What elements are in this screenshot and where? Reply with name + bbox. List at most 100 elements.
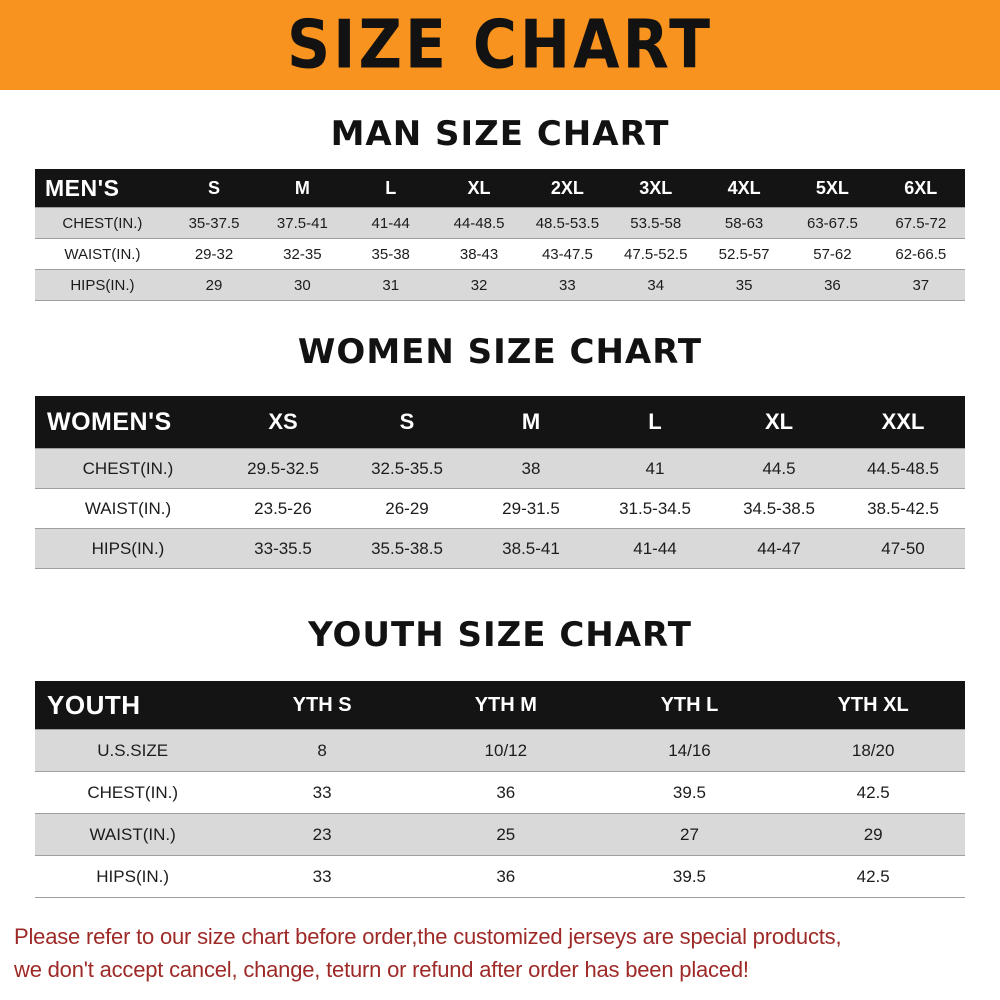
table-cell: 38.5-42.5 [841,488,965,529]
table-cell: 67.5-72 [876,207,965,239]
table-cell: 38-43 [434,238,524,270]
column-header: M [469,396,593,449]
column-header: L [346,169,435,208]
men-size-table-container: MEN'S S M L XL 2XL 3XL 4XL 5XL 6XL CHEST(IN.) 35-37… [35,169,965,301]
table-corner-label: MEN'S [35,169,170,208]
table-row: WAIST(IN.) 23.5-26 26-29 29-31.5 31.5-34.5 34… [35,488,965,529]
table-cell: 8 [230,729,414,772]
table-cell: 31 [346,269,435,301]
table-cell: 38 [469,448,593,489]
table-cell: 52.5-57 [699,238,789,270]
row-label: CHEST(IN.) [35,771,231,814]
table-cell: 38.5-41 [469,528,593,569]
size-table: YOUTH YTH S YTH M YTH L YTH XL U.S.SIZE 8 10/12… [35,681,965,898]
table-cell: 58-63 [699,207,789,239]
table-cell: 44-47 [717,528,841,569]
table-cell: 48.5-53.5 [523,207,612,239]
table-cell: 36 [413,855,598,898]
table-cell: 27 [597,813,782,856]
table-header-row: WOMEN'S XS S M L XL XXL [35,396,965,449]
column-header: YTH XL [781,681,965,730]
column-header: S [169,169,259,208]
row-label: WAIST(IN.) [35,813,231,856]
man-size-section: MAN SIZE CHART MEN'S S M L XL 2XL 3XL 4XL 5XL 6XL… [0,114,1000,301]
table-cell: 35-38 [346,238,435,270]
table-cell: 36 [788,269,877,301]
table-cell: 43-47.5 [523,238,612,270]
table-cell: 32-35 [258,238,347,270]
table-cell: 10/12 [413,729,598,772]
table-header-row: MEN'S S M L XL 2XL 3XL 4XL 5XL 6XL [35,169,965,208]
table-cell: 29-31.5 [469,488,593,529]
table-cell: 47-50 [841,528,965,569]
table-row: CHEST(IN.) 29.5-32.5 32.5-35.5 38 41 44.5 44.5… [35,448,965,489]
man-size-heading: MAN SIZE CHART [330,114,670,154]
table-cell: 47.5-52.5 [611,238,700,270]
table-cell: 44.5-48.5 [841,448,965,489]
table-row: U.S.SIZE 8 10/12 14/16 18/20 [35,729,965,772]
size-table: MEN'S S M L XL 2XL 3XL 4XL 5XL 6XL CHEST(IN.) 35-37… [35,169,965,301]
table-cell: 37 [876,269,965,301]
table-cell: 39.5 [597,771,782,814]
footer-line-2: we don't accept cancel, change, teturn o… [14,957,749,982]
banner-title: SIZE CHART [286,5,714,85]
column-header: 2XL [523,169,612,208]
table-cell: 29-32 [169,238,259,270]
column-header: YTH M [413,681,598,730]
table-cell: 35-37.5 [169,207,259,239]
table-cell: 44.5 [717,448,841,489]
table-corner-label: YOUTH [35,681,231,730]
youth-size-heading: YOUTH SIZE CHART [308,615,692,655]
column-header: XL [717,396,841,449]
women-size-section: WOMEN SIZE CHART WOMEN'S XS S M L XL XXL CHEST(… [0,332,1000,569]
table-cell: 23 [230,813,414,856]
table-cell: 25 [413,813,598,856]
table-cell: 29 [169,269,259,301]
column-header: XXL [841,396,965,449]
column-header: XS [221,396,345,449]
table-cell: 42.5 [781,771,965,814]
row-label: U.S.SIZE [35,729,231,772]
column-header: 4XL [699,169,789,208]
youth-size-table-container: YOUTH YTH S YTH M YTH L YTH XL U.S.SIZE 8 10/12… [35,681,965,898]
table-cell: 23.5-26 [221,488,345,529]
table-cell: 34 [611,269,700,301]
table-cell: 26-29 [345,488,469,529]
table-cell: 34.5-38.5 [717,488,841,529]
table-cell: 62-66.5 [876,238,965,270]
column-header: YTH L [597,681,782,730]
table-cell: 33 [230,855,414,898]
table-row: HIPS(IN.) 29 30 31 32 33 34 35 36 37 [35,269,965,301]
table-cell: 33 [230,771,414,814]
table-cell: 42.5 [781,855,965,898]
row-label: HIPS(IN.) [35,528,221,569]
youth-size-section: YOUTH SIZE CHART YOUTH YTH S YTH M YTH L YTH… [0,615,1000,898]
table-row: HIPS(IN.) 33 36 39.5 42.5 [35,855,965,898]
column-header: L [593,396,717,449]
table-row: WAIST(IN.) 29-32 32-35 35-38 38-43 43-47.5 47.… [35,238,965,270]
table-corner-label: WOMEN'S [35,396,221,449]
column-header: XL [434,169,524,208]
column-header: 3XL [611,169,700,208]
table-cell: 30 [258,269,347,301]
table-row: HIPS(IN.) 33-35.5 35.5-38.5 38.5-41 41-44 44-… [35,528,965,569]
table-cell: 41 [593,448,717,489]
table-row: CHEST(IN.) 35-37.5 37.5-41 41-44 44-48.5 48.5… [35,207,965,239]
table-cell: 18/20 [781,729,965,772]
table-cell: 29 [781,813,965,856]
table-cell: 37.5-41 [258,207,347,239]
table-cell: 36 [413,771,598,814]
column-header: S [345,396,469,449]
table-cell: 39.5 [597,855,782,898]
table-cell: 41-44 [346,207,435,239]
footer-line-1: Please refer to our size chart before or… [14,924,842,949]
table-cell: 41-44 [593,528,717,569]
column-header: YTH S [230,681,414,730]
women-size-table-container: WOMEN'S XS S M L XL XXL CHEST(IN.) 29.5-32.5 32.5… [35,396,965,569]
table-cell: 14/16 [597,729,782,772]
table-header-row: YOUTH YTH S YTH M YTH L YTH XL [35,681,965,730]
table-cell: 35.5-38.5 [345,528,469,569]
table-cell: 32 [434,269,524,301]
table-cell: 33 [523,269,612,301]
row-label: WAIST(IN.) [35,488,221,529]
